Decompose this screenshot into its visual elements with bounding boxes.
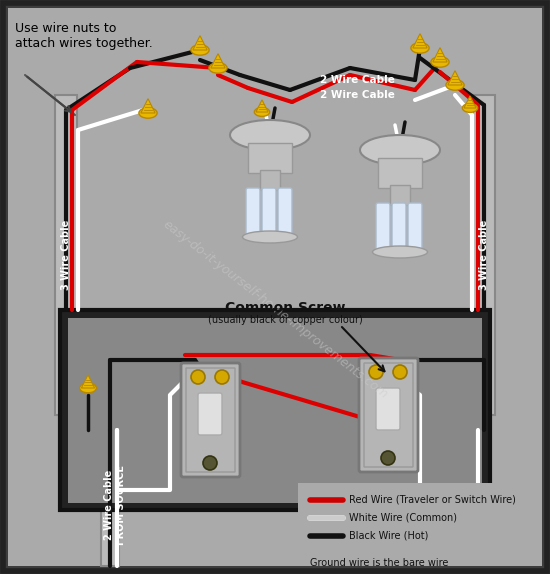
Polygon shape xyxy=(193,36,207,50)
Circle shape xyxy=(381,451,395,465)
Text: 2 Wire Cable
FROM SOURCE: 2 Wire Cable FROM SOURCE xyxy=(104,465,126,545)
Ellipse shape xyxy=(80,383,96,393)
Text: 3 Wire Cable: 3 Wire Cable xyxy=(61,220,71,290)
Polygon shape xyxy=(413,34,427,48)
FancyBboxPatch shape xyxy=(278,188,292,237)
Ellipse shape xyxy=(230,120,310,150)
Ellipse shape xyxy=(446,80,464,90)
FancyBboxPatch shape xyxy=(390,185,410,205)
FancyBboxPatch shape xyxy=(198,393,222,435)
Text: (usually black or copper colour): (usually black or copper colour) xyxy=(208,315,362,325)
FancyBboxPatch shape xyxy=(376,203,390,252)
FancyBboxPatch shape xyxy=(101,430,119,566)
Ellipse shape xyxy=(463,103,478,113)
Circle shape xyxy=(393,365,407,379)
Text: Common Screw: Common Screw xyxy=(225,301,345,315)
Polygon shape xyxy=(211,54,225,68)
Polygon shape xyxy=(141,99,155,113)
Polygon shape xyxy=(81,375,95,388)
Ellipse shape xyxy=(243,231,298,243)
FancyBboxPatch shape xyxy=(68,318,482,503)
Ellipse shape xyxy=(411,43,429,53)
Ellipse shape xyxy=(431,57,449,67)
Text: Ground wire is the bare wire: Ground wire is the bare wire xyxy=(310,558,448,568)
FancyBboxPatch shape xyxy=(248,143,292,173)
Circle shape xyxy=(215,370,229,384)
FancyBboxPatch shape xyxy=(408,203,422,252)
FancyBboxPatch shape xyxy=(392,203,406,252)
FancyBboxPatch shape xyxy=(3,3,547,571)
Text: Red Wire (Traveler or Switch Wire): Red Wire (Traveler or Switch Wire) xyxy=(349,495,516,505)
FancyBboxPatch shape xyxy=(378,158,422,188)
Polygon shape xyxy=(464,96,476,108)
Text: 2 Wire Cable: 2 Wire Cable xyxy=(320,75,395,85)
Ellipse shape xyxy=(372,246,427,258)
FancyBboxPatch shape xyxy=(376,388,400,430)
Ellipse shape xyxy=(139,108,157,118)
FancyBboxPatch shape xyxy=(246,188,260,237)
FancyBboxPatch shape xyxy=(60,310,490,510)
Circle shape xyxy=(191,370,205,384)
FancyBboxPatch shape xyxy=(260,170,280,190)
FancyBboxPatch shape xyxy=(181,363,240,477)
FancyBboxPatch shape xyxy=(298,483,542,565)
Circle shape xyxy=(369,365,383,379)
Text: easy-do-it-yourself-home-improvements.com: easy-do-it-yourself-home-improvements.co… xyxy=(160,218,390,402)
Polygon shape xyxy=(448,71,462,85)
Ellipse shape xyxy=(209,63,227,73)
Ellipse shape xyxy=(191,45,209,55)
FancyBboxPatch shape xyxy=(473,95,495,415)
Text: 3 Wire Cable: 3 Wire Cable xyxy=(479,220,489,290)
FancyBboxPatch shape xyxy=(262,188,276,237)
FancyBboxPatch shape xyxy=(55,95,77,415)
Text: 2 Wire Cable: 2 Wire Cable xyxy=(320,90,395,100)
Polygon shape xyxy=(433,48,447,62)
FancyBboxPatch shape xyxy=(359,358,418,472)
Polygon shape xyxy=(256,100,268,112)
Text: Black Wire (Hot): Black Wire (Hot) xyxy=(349,531,428,541)
FancyBboxPatch shape xyxy=(8,8,542,566)
Ellipse shape xyxy=(254,107,270,117)
Circle shape xyxy=(203,456,217,470)
Text: Use wire nuts to
attach wires together.: Use wire nuts to attach wires together. xyxy=(15,22,153,50)
Text: White Wire (Common): White Wire (Common) xyxy=(349,513,457,523)
Ellipse shape xyxy=(360,135,440,165)
